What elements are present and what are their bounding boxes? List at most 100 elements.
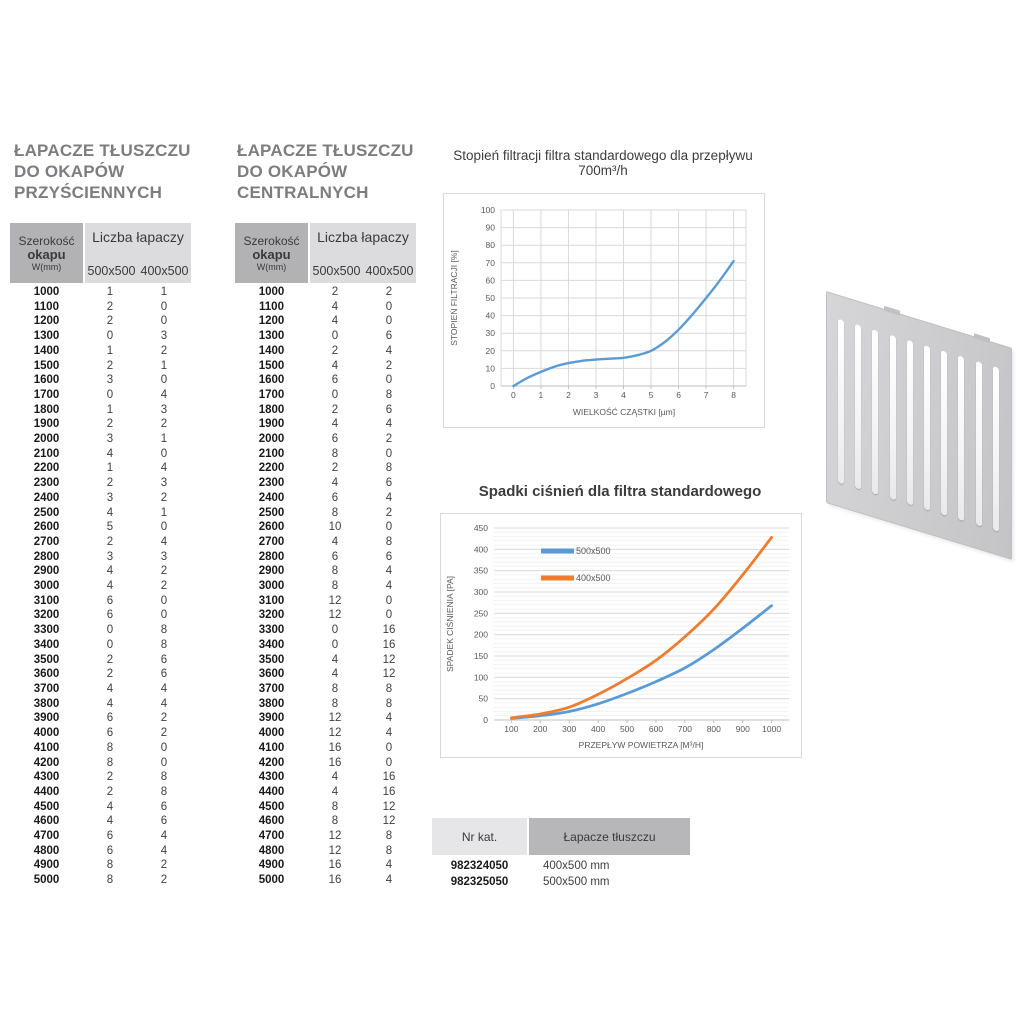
table-cell: 2300 (33, 477, 60, 490)
table-cell: 12 (328, 727, 342, 740)
table-cell: 3400 (258, 638, 285, 651)
svg-text:400: 400 (474, 544, 488, 554)
table-cell: 4 (331, 315, 339, 328)
table-cell: 2 (106, 315, 114, 328)
table-cell: 3 (160, 330, 168, 343)
table-cell: 8 (331, 697, 339, 710)
table-cell: 0 (385, 521, 393, 534)
table-cell: 2 (106, 359, 114, 372)
table-cell: 2 (160, 580, 168, 593)
table-cell: 4500 (258, 800, 285, 813)
table-cell: 4 (385, 712, 393, 725)
table-cell: 0 (331, 330, 339, 343)
table-cell: 6 (160, 668, 168, 681)
table-cell: 12 (382, 800, 396, 813)
table-cell: 2 (106, 477, 114, 490)
table-cell: 3 (160, 477, 168, 490)
table-cell: 0 (160, 521, 168, 534)
table-cell: 8 (331, 800, 339, 813)
table-cell: 0 (160, 756, 168, 769)
table-cell: 6 (331, 374, 339, 387)
table-cell: 1900 (258, 418, 285, 431)
table-row: 2300 2 3 (10, 476, 191, 491)
table-cell: 4 (331, 653, 339, 666)
header-500x500: 500x500 (87, 264, 136, 278)
table-cell: 1200 (258, 315, 285, 328)
table-cell: 6 (385, 403, 393, 416)
svg-text:0: 0 (511, 390, 516, 400)
table-cell: 4700 (258, 830, 285, 843)
table-cell: 1100 (34, 300, 59, 313)
table-row: 2400 6 4 (235, 491, 416, 506)
table-cell: 1800 (258, 403, 285, 416)
table-cell: 2 (106, 668, 114, 681)
table-cell: 12 (382, 668, 396, 681)
filter-slot (855, 323, 862, 490)
table-cell: 4 (385, 565, 393, 578)
table-row: 2500 4 1 (10, 506, 191, 521)
table-cell: 0 (385, 609, 393, 622)
table-cell: 3100 (33, 594, 60, 607)
table-cell: 3 (106, 433, 114, 446)
table-cell: 3 (160, 550, 168, 563)
svg-text:0: 0 (483, 715, 488, 725)
table-row: 4300 4 16 (235, 770, 416, 785)
table-row: 2900 4 2 (10, 564, 191, 579)
table-cell: 16 (382, 771, 396, 784)
filter-slot (906, 339, 913, 506)
table-cell: 12 (328, 594, 342, 607)
svg-text:700: 700 (678, 724, 692, 734)
table-cell: 4300 (258, 771, 285, 784)
table-cell: 8 (106, 741, 114, 754)
svg-text:10: 10 (486, 363, 496, 373)
filter-slot (924, 344, 930, 511)
table-cell: 4 (331, 477, 339, 490)
table-cell: 0 (331, 638, 339, 651)
table-cell: 16 (382, 638, 396, 651)
svg-text:40: 40 (486, 311, 496, 321)
table-row: 4800 12 8 (235, 844, 416, 859)
table-cell: 0 (385, 447, 393, 460)
table-cell: 1 (106, 462, 114, 475)
svg-text:5: 5 (649, 390, 654, 400)
table-cell: 0 (106, 624, 114, 637)
table-cell: 16 (328, 756, 342, 769)
table-row: 4000 6 2 (10, 726, 191, 741)
table-cell: 2 (106, 418, 114, 431)
col-width-header: Szerokość okapu W(mm) (235, 223, 308, 283)
table-row: 3500 4 12 (235, 653, 416, 668)
table-cell: 5000 (33, 874, 60, 887)
table-cell: 2000 (33, 433, 60, 446)
heading-wall-hoods: ŁAPACZE TŁUSZCZU DO OKAPÓW PRZYŚCIENNYCH (14, 141, 191, 202)
catalog-table: Nr kat. Łapacze tłuszczu 982324050 400x50… (432, 818, 690, 890)
table-row: 2800 3 3 (10, 550, 191, 565)
table-row: 4700 12 8 (235, 829, 416, 844)
table-cell: 3100 (258, 594, 285, 607)
table-cell: 2 (160, 418, 168, 431)
table-row: 4800 6 4 (10, 844, 191, 859)
header-szerokosc: Szerokość (18, 234, 75, 248)
table-cell: 1100 (259, 300, 284, 313)
table-cell: 2700 (258, 535, 285, 548)
table-row: 3100 12 0 (235, 594, 416, 609)
table-row: 1000 1 1 (10, 285, 191, 300)
svg-text:2: 2 (566, 390, 571, 400)
table-cell: 4 (106, 506, 114, 519)
table-cell: 2100 (258, 447, 285, 460)
table-cell: 4 (331, 359, 339, 372)
svg-text:400: 400 (591, 724, 605, 734)
filter-slot (992, 365, 999, 532)
svg-text:0: 0 (490, 381, 495, 391)
svg-text:8: 8 (731, 390, 736, 400)
filter-slot (941, 350, 948, 517)
table-row: 1300 0 6 (235, 329, 416, 344)
table-row: 4500 8 12 (235, 800, 416, 815)
table-row: 2100 4 0 (10, 447, 191, 462)
table-row: 3600 2 6 (10, 667, 191, 682)
table-cell: 3900 (258, 712, 285, 725)
table-cell: 400x500 mm (543, 860, 610, 872)
table-cell: 4 (385, 344, 393, 357)
central-hood-table-rows: 1000 2 2 1100 4 0 1200 4 0 1300 0 6 1400 2 4 1500 4 2 1600… (235, 285, 416, 888)
table-row: 4100 8 0 (10, 741, 191, 756)
table-row: 2700 2 4 (10, 535, 191, 550)
